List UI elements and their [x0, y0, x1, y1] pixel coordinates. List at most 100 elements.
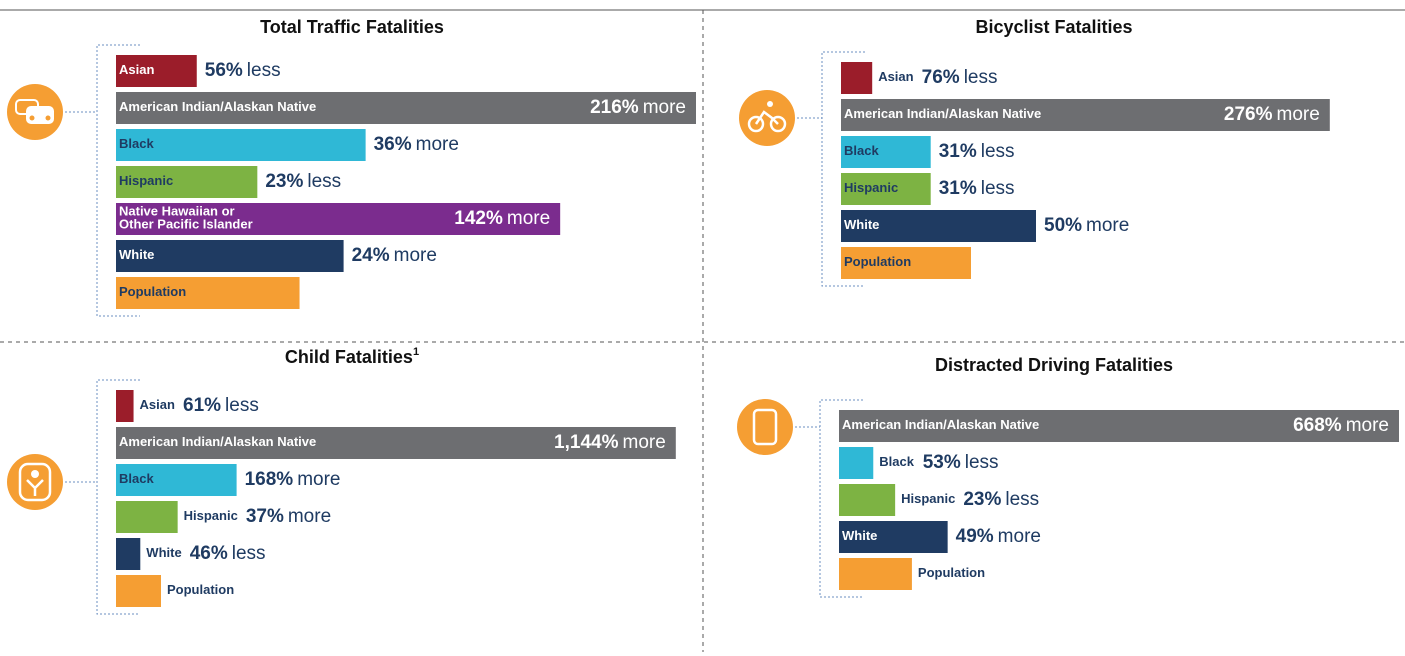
value-number: 23%: [265, 171, 303, 192]
chart-title: Child Fatalities1: [285, 346, 419, 367]
value-label: 24% more: [352, 245, 437, 266]
value-direction: more: [1346, 415, 1389, 436]
category-line: White: [119, 247, 154, 262]
chart-title: Total Traffic Fatalities: [260, 17, 444, 37]
value-number: 61%: [183, 395, 221, 416]
value-direction: less: [981, 178, 1015, 199]
value-label: 61% less: [183, 395, 259, 416]
value-label: 31% less: [939, 141, 1015, 162]
category-line: Black: [119, 471, 154, 486]
bar: [841, 136, 931, 168]
bar: [116, 129, 366, 161]
category-label: Black: [119, 136, 154, 151]
value-direction: less: [225, 395, 259, 416]
title-text: Child Fatalities: [285, 347, 413, 367]
category-line: American Indian/Alaskan Native: [119, 99, 316, 114]
title-text: Bicyclist Fatalities: [975, 17, 1132, 37]
value-direction: less: [1005, 489, 1039, 510]
category-label: Hispanic: [119, 173, 173, 188]
baseline-bar: [116, 277, 300, 309]
category-line: White: [842, 528, 877, 543]
value-direction: less: [307, 171, 341, 192]
value-number: 668%: [1293, 415, 1342, 436]
category-line: Black: [879, 454, 914, 469]
baseline-bar: [841, 247, 971, 279]
category-label: Hispanic: [184, 508, 238, 523]
category-line: Hispanic: [844, 180, 898, 195]
category-label: Native Hawaiian or Other Pacific Islander: [119, 204, 253, 232]
value-direction: less: [981, 141, 1015, 162]
category-line: American Indian/Alaskan Native: [844, 106, 1041, 121]
category-label: Hispanic: [844, 180, 898, 195]
bicycle-icon: [739, 90, 795, 146]
value-label: 23% less: [265, 171, 341, 192]
category-line: Population: [167, 582, 234, 597]
car-icon: [7, 84, 63, 140]
category-line: American Indian/Alaskan Native: [119, 434, 316, 449]
value-number: 37%: [246, 506, 284, 527]
category-label: Asian: [119, 62, 154, 77]
category-label: White: [119, 247, 154, 262]
value-number: 1,144%: [554, 432, 619, 453]
baseline-bar: [116, 575, 161, 607]
category-line: Hispanic: [184, 508, 238, 523]
value-direction: more: [623, 432, 666, 453]
value-label: 53% less: [923, 452, 999, 473]
value-direction: less: [232, 543, 266, 564]
value-label: 168% more: [245, 469, 341, 490]
category-label: White: [146, 545, 181, 560]
category-label: Population: [119, 284, 186, 299]
bracket: [96, 44, 140, 317]
value-label: 56% less: [205, 60, 281, 81]
bar: [116, 55, 197, 87]
value-direction: more: [507, 208, 550, 229]
bracket: [819, 399, 863, 598]
value-label: 1,144% more: [554, 432, 666, 453]
value-number: 276%: [1224, 104, 1273, 125]
category-line: Asian: [878, 69, 913, 84]
value-direction: more: [288, 506, 331, 527]
bar: [116, 203, 561, 235]
value-number: 142%: [454, 208, 503, 229]
value-direction: more: [998, 526, 1041, 547]
value-direction: less: [965, 452, 999, 473]
value-direction: more: [1277, 104, 1320, 125]
value-label: 37% more: [246, 506, 331, 527]
bar: [839, 521, 948, 553]
chart-title: Bicyclist Fatalities: [975, 17, 1132, 37]
category-line: Asian: [119, 62, 154, 77]
bar: [116, 92, 696, 124]
category-label: White: [842, 528, 877, 543]
value-number: 46%: [190, 543, 228, 564]
value-number: 53%: [923, 452, 961, 473]
category-label: American Indian/Alaskan Native: [119, 434, 316, 449]
category-line: Black: [119, 136, 154, 151]
bar: [116, 538, 141, 570]
value-direction: more: [297, 469, 340, 490]
bracket: [821, 51, 865, 287]
bar: [839, 484, 896, 516]
value-label: 23% less: [963, 489, 1039, 510]
category-line: Population: [119, 284, 186, 299]
value-direction: more: [416, 134, 459, 155]
value-number: 50%: [1044, 215, 1082, 236]
category-label: Population: [844, 254, 911, 269]
bar: [839, 410, 1399, 442]
bar: [116, 240, 344, 272]
category-label: Population: [918, 565, 985, 580]
chart-title: Distracted Driving Fatalities: [935, 355, 1173, 375]
bar: [841, 173, 931, 205]
phone-icon: [737, 399, 793, 455]
category-line: Population: [844, 254, 911, 269]
bar: [116, 427, 676, 459]
child-seat-icon: [7, 454, 63, 510]
category-line: Native Hawaiian or: [119, 204, 235, 219]
value-label: 216% more: [590, 97, 686, 118]
value-number: 216%: [590, 97, 639, 118]
category-label: Black: [119, 471, 154, 486]
bar: [841, 62, 873, 94]
category-line: Hispanic: [119, 173, 173, 188]
value-direction: more: [643, 97, 686, 118]
category-label: American Indian/Alaskan Native: [119, 99, 316, 114]
